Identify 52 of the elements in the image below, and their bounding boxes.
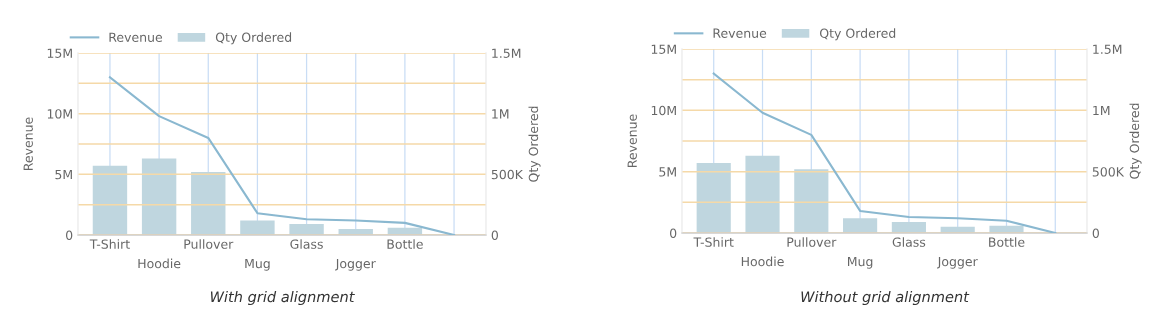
text: With grid alignment [210,290,355,306]
y2-tick-label: 1M [1093,105,1110,116]
x-tick-label: Glass [892,237,926,247]
bar [289,224,324,235]
bar [794,169,829,233]
x-tick-label: T-Shirt [89,239,130,249]
y-tick-label: 10M [47,109,72,119]
x-tick-label: Glass [290,239,323,249]
y-tick-label: 0 [66,230,73,240]
y2-tick-label: 0 [1092,228,1099,238]
x-tick-label: Hoodie [741,256,784,267]
y2-axis-title: Qty Ordered [528,106,541,182]
bar [141,158,177,235]
legend-label: Qty Ordered [215,32,292,45]
y-tick-label: 0 [670,228,677,238]
x-tick-label: Pullover [787,237,837,247]
bar [745,155,780,233]
y-axis-title: Revenue [23,117,33,170]
x-tick-label: Jogger [937,257,978,269]
text: Without grid alignment [801,290,970,306]
bar [240,220,275,235]
y2-tick-label: 1M [492,109,509,119]
x-tick-label: Hoodie [138,258,181,269]
y2-tick-label: 500K [1092,167,1125,177]
x-tick-label: Jogger [335,259,376,271]
bar [191,171,226,235]
bar [891,221,926,233]
y2-tick-label: 0 [491,230,498,240]
x-tick-label: T-Shirt [693,237,734,247]
legend-label: Qty Ordered [819,28,896,41]
y-tick-label: 15M [651,44,676,54]
x-tick-label: Bottle [387,239,423,249]
legend-label: Revenue [109,32,163,42]
line-series [712,72,1057,233]
y-tick-label: 5M [55,169,72,180]
x-tick-label: Pullover [184,239,234,249]
bar [843,218,878,233]
x-tick-label: Bottle [989,237,1025,247]
y2-axis-title: Qty Ordered [1129,103,1142,179]
y-tick-label: 10M [651,105,676,116]
y-tick-label: 15M [47,48,72,58]
legend-label: Revenue [713,28,767,38]
y-tick-label: 5M [659,167,676,177]
y-axis-title: Revenue [627,114,637,167]
x-tick-label: Mug [245,259,270,271]
bar [92,165,128,235]
x-tick-label: Mug [848,257,873,269]
y2-tick-label: 1.5M [1093,44,1122,54]
line-series [108,76,456,235]
y2-tick-label: 1.5M [492,48,521,58]
bar [696,163,731,233]
y2-tick-label: 500K [491,169,524,180]
